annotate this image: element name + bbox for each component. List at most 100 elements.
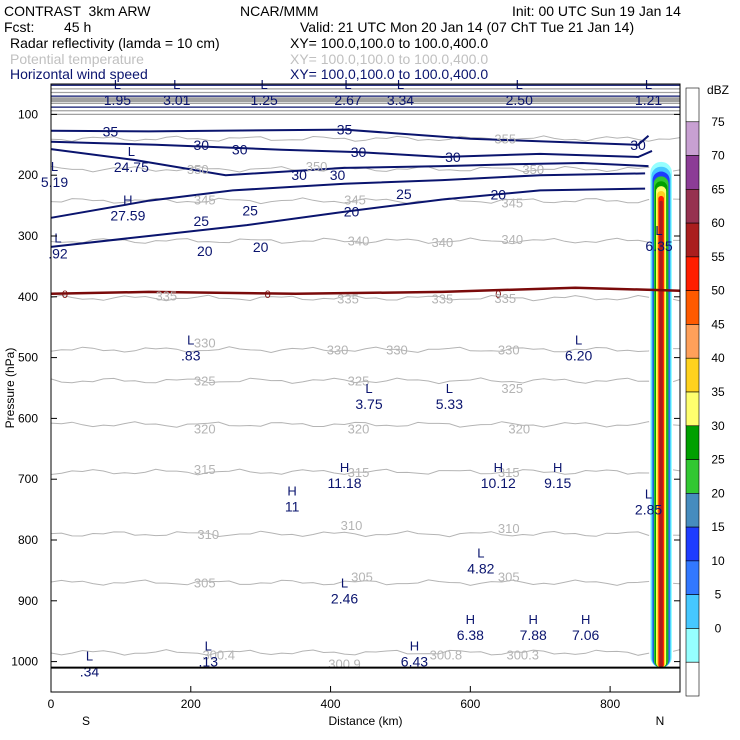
theta-label: 305 xyxy=(351,569,373,584)
extremum-value: 2.50 xyxy=(506,92,533,108)
extremum-symbol: L xyxy=(187,332,194,347)
extremum-L: L24.75 xyxy=(114,144,149,175)
wind-label: 30 xyxy=(193,137,209,153)
y-axis-label: Pressure (hPa) xyxy=(3,348,17,429)
colorbar-level: 10 xyxy=(711,554,725,568)
colorbar-level: 75 xyxy=(711,115,725,129)
wind-label: 20 xyxy=(344,204,360,220)
colorbar-level: 35 xyxy=(711,385,725,399)
colorbar-cell xyxy=(685,459,700,494)
theta-label: 300.8 xyxy=(430,647,463,662)
colorbar-level: 25 xyxy=(711,453,725,467)
extremum-symbol: H xyxy=(466,612,475,627)
extremum-H: H7.88 xyxy=(520,612,547,643)
theta-label: 310 xyxy=(498,521,520,536)
x-tick-label: 600 xyxy=(460,697,480,711)
wind-label: 20 xyxy=(490,187,506,203)
extremum-symbol: L xyxy=(645,77,652,92)
y-tick-label: 300 xyxy=(18,229,38,243)
extremum-symbol: L xyxy=(516,77,523,92)
extremum-symbol: H xyxy=(287,483,296,498)
extrema-markers: L1.95L3.01L1.25L2.67L3.34L2.50L1.21L24.7… xyxy=(41,77,673,680)
extremum-value: .13 xyxy=(199,653,219,669)
theta-contour-345 xyxy=(50,197,681,205)
colorbar-cell xyxy=(685,290,700,325)
extremum-L: L1.95 xyxy=(104,77,131,108)
colorbar-cell xyxy=(685,324,700,359)
wind-label: 20 xyxy=(197,243,213,259)
theta-label: 320 xyxy=(348,422,370,437)
theta-contour-305 xyxy=(50,579,681,586)
field-xy-theta: XY= 100.0,100.0 to 100.0,400.0 xyxy=(290,51,489,67)
theta-label: 355 xyxy=(494,132,516,147)
theta-label: 350 xyxy=(306,159,328,174)
colorbar-cell xyxy=(685,661,700,697)
theta-label: 310 xyxy=(197,527,219,542)
extremum-symbol: L xyxy=(54,230,61,245)
colorbar-cell xyxy=(685,222,700,258)
field-name-reflectivity: Radar reflectivity (lamda = 10 cm) xyxy=(10,35,220,51)
extremum-L: L3.75 xyxy=(355,381,382,412)
colorbar-cell xyxy=(685,425,700,460)
colorbar-level: 70 xyxy=(711,149,725,163)
field-name-theta: Potential temperature xyxy=(10,51,144,67)
theta-label: 315 xyxy=(348,465,370,480)
theta-contour-320 xyxy=(50,421,681,428)
theta-label: 345 xyxy=(501,196,523,211)
wind-label: 30 xyxy=(630,137,646,153)
colorbar-level: 45 xyxy=(711,317,725,331)
extremum-H: H11 xyxy=(285,483,300,514)
extremum-value: 11.18 xyxy=(328,475,362,491)
extremum-L: L6.35 xyxy=(645,223,672,254)
theta-contour-325 xyxy=(50,377,681,385)
extremum-value: 2.46 xyxy=(331,591,358,607)
extremum-L: L3.01 xyxy=(163,77,190,108)
extremum-symbol: L xyxy=(575,332,582,347)
extremum-symbol: L xyxy=(446,381,453,396)
extremum-value: 3.01 xyxy=(163,92,190,108)
extremum-value: 2.85 xyxy=(635,501,662,517)
theta-label: 350 xyxy=(522,162,544,177)
theta-label: 320 xyxy=(194,422,216,437)
colorbar-level: 50 xyxy=(711,284,725,298)
extremum-value: .83 xyxy=(181,347,201,363)
extremum-value: .92 xyxy=(48,245,68,261)
theta-label: 325 xyxy=(348,374,370,389)
theta-label: 300.4 xyxy=(202,647,235,662)
extremum-symbol: L xyxy=(261,77,268,92)
extremum-symbol: H xyxy=(494,460,503,475)
theta-label: 350 xyxy=(187,162,209,177)
extremum-symbol: L xyxy=(51,159,58,174)
extremum-value: 27.59 xyxy=(110,208,145,224)
extremum-L: L2.85 xyxy=(635,486,662,517)
theta-label: 330 xyxy=(498,343,520,358)
extremum-symbol: L xyxy=(655,223,662,238)
extremum-value: 6.20 xyxy=(565,347,592,363)
extremum-L: L.83 xyxy=(181,332,201,363)
init-time: Init: 00 UTC Sun 19 Jan 14 xyxy=(512,3,681,19)
colorbar-level: 30 xyxy=(711,419,725,433)
extremum-symbol: L xyxy=(645,486,652,501)
wind-label: 30 xyxy=(351,144,367,160)
x-left-endpoint-label: S xyxy=(82,714,90,728)
theta-contour-335 xyxy=(50,294,681,302)
theta-contour-300 xyxy=(50,649,681,656)
extremum-symbol: H xyxy=(410,638,419,653)
extremum-value: .34 xyxy=(80,664,100,680)
extremum-L: L5.33 xyxy=(436,381,463,412)
wind-labels: 35 35 30 30 30 30 30 30 30 25 25 25 20 20 20 20 xyxy=(103,122,646,260)
colorbar-cell xyxy=(685,493,700,528)
extremum-value: 4.82 xyxy=(467,560,494,576)
y-tick-label: 200 xyxy=(18,168,38,182)
theta-label: 345 xyxy=(344,193,366,208)
valid-time: Valid: 21 UTC Mon 20 Jan 14 (07 ChT Tue … xyxy=(300,19,635,35)
theta-label: 310 xyxy=(341,518,363,533)
theta-label: 325 xyxy=(501,381,523,396)
extremum-value: 1.25 xyxy=(251,92,278,108)
extremum-L: L5.19 xyxy=(41,159,68,190)
extremum-H: H10.12 xyxy=(481,460,516,491)
theta-contour-355 xyxy=(50,135,681,143)
y-tick-label: 700 xyxy=(18,472,38,486)
extremum-symbol: H xyxy=(340,460,349,475)
colorbar-cell xyxy=(685,628,700,663)
